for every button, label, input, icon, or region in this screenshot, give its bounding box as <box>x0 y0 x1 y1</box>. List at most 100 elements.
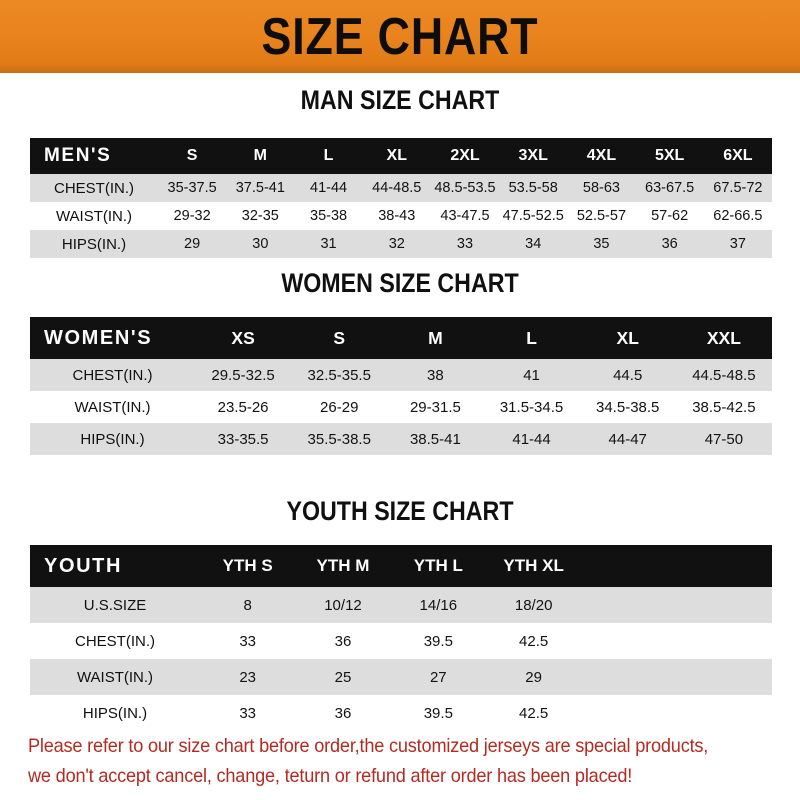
size-column-header-2: YTH M <box>316 556 370 575</box>
table-row: CHEST(IN.) 35-37.5 37.5-41 41-44 44-48.5 48.5… <box>30 174 772 202</box>
size-column-header-4: YTH XL <box>503 556 564 575</box>
size-column-header-6 <box>677 545 772 587</box>
size-column-header-5: XL <box>616 327 639 348</box>
measurement-cell: 34.5-38.5 <box>596 398 660 416</box>
measurement-cell <box>581 623 676 659</box>
measurement-cell: 32.5-35.5 <box>307 366 371 384</box>
measurement-cell: 29 <box>525 668 542 686</box>
measurement-cell: 41 <box>523 366 540 384</box>
size-column-header-5 <box>581 545 676 587</box>
measurement-cell: 44.5 <box>613 366 643 384</box>
measurement-row-label: CHEST(IN.) <box>72 366 153 384</box>
measurement-cell: 14/16 <box>419 596 458 614</box>
measurement-cell: 38.5-41 <box>409 430 461 448</box>
measurement-cell: 33 <box>239 704 256 722</box>
measurement-cell: 23.5-26 <box>217 398 269 416</box>
measurement-row-label: WAIST(IN.) <box>76 668 154 686</box>
measurement-cell: 36 <box>661 236 678 252</box>
measurement-cell: 62-66.5 <box>713 208 763 224</box>
measurement-cell: 47-50 <box>704 430 744 448</box>
measurement-cell: 41-44 <box>310 180 348 196</box>
size-column-header-5: 2XL <box>450 147 480 164</box>
measurement-cell: 33-35.5 <box>217 430 269 448</box>
men-size-table: MEN'S S M L XL 2XL 3XL 4XL 5XL 6XL CHEST(IN.) 35-37… <box>30 138 772 258</box>
measurement-cell: 32-35 <box>241 208 279 224</box>
measurement-cell: 32 <box>388 236 405 252</box>
order-notice-line-2: we don't accept cancel, change, teturn o… <box>28 765 633 787</box>
table-corner-label-mens: MEN'S <box>44 145 112 166</box>
measurement-cell <box>581 695 676 731</box>
measurement-cell: 25 <box>334 668 352 686</box>
section-heading-men: MAN SIZE CHART <box>300 85 500 115</box>
youth-size-table: YOUTH YTH S YTH M YTH L YTH XL U.S.SIZE 8 10/12… <box>30 545 772 731</box>
measurement-cell: 44.5-48.5 <box>692 366 756 384</box>
measurement-cell: 33 <box>239 632 256 650</box>
measurement-cell: 29-31.5 <box>409 398 461 416</box>
women-size-table: WOMEN'S XS S M L XL XXL CHEST(IN.) 29.5-32.5 32.5… <box>30 317 772 455</box>
measurement-cell: 35-37.5 <box>167 180 217 196</box>
size-column-header-2: M <box>253 147 267 164</box>
measurement-cell <box>677 659 772 695</box>
order-notice-line-1: Please refer to our size chart before or… <box>28 735 709 757</box>
table-header-row: MEN'S S M L XL 2XL 3XL 4XL 5XL 6XL <box>30 138 772 174</box>
size-column-header-2: S <box>333 327 346 348</box>
table-header-row: YOUTH YTH S YTH M YTH L YTH XL <box>30 545 772 587</box>
size-column-header-3: YTH L <box>413 556 463 575</box>
section-heading-youth: YOUTH SIZE CHART <box>286 496 514 526</box>
measurement-cell: 39.5 <box>423 632 453 650</box>
table-row: WAIST(IN.) 23 25 27 29 <box>30 659 772 695</box>
measurement-cell: 29 <box>184 236 201 252</box>
measurement-cell: 38-43 <box>378 208 416 224</box>
size-column-header-6: XXL <box>706 327 741 348</box>
measurement-cell: 35.5-38.5 <box>307 430 371 448</box>
measurement-cell: 67.5-72 <box>713 180 763 196</box>
table-corner-label-youth: YOUTH <box>44 554 122 577</box>
size-column-header-1: YTH S <box>222 556 273 575</box>
measurement-cell: 8 <box>243 596 252 614</box>
measurement-cell: 30 <box>252 236 269 252</box>
measurement-row-label: CHEST(IN.) <box>75 632 155 650</box>
measurement-cell: 34 <box>525 236 542 252</box>
measurement-cell: 39.5 <box>423 704 453 722</box>
size-column-header-1: S <box>186 147 198 164</box>
measurement-cell: 35 <box>593 236 610 252</box>
order-notice: Please refer to our size chart before or… <box>28 731 726 791</box>
measurement-cell: 26-29 <box>320 398 359 416</box>
measurement-cell: 42.5 <box>519 632 549 650</box>
measurement-cell: 44-48.5 <box>372 180 422 196</box>
measurement-cell: 53.5-58 <box>508 180 558 196</box>
measurement-cell: 35-38 <box>310 208 348 224</box>
measurement-cell <box>677 623 772 659</box>
measurement-row-label: CHEST(IN.) <box>54 179 134 197</box>
table-row: HIPS(IN.) 33-35.5 35.5-38.5 38.5-41 41-44 44-… <box>30 423 772 455</box>
measurement-cell: 36 <box>334 704 352 722</box>
size-column-header-1: XS <box>231 327 255 348</box>
size-column-header-3: L <box>323 147 334 164</box>
measurement-row-label: WAIST(IN.) <box>55 207 133 225</box>
measurement-cell: 29-32 <box>173 208 211 224</box>
table-row: HIPS(IN.) 33 36 39.5 42.5 <box>30 695 772 731</box>
measurement-cell: 23 <box>239 668 256 686</box>
measurement-row-label: HIPS(IN.) <box>82 704 148 722</box>
measurement-cell: 43-47.5 <box>440 208 490 224</box>
size-column-header-7: 4XL <box>586 147 617 164</box>
measurement-cell: 57-62 <box>651 208 689 224</box>
measurement-cell: 37 <box>729 236 746 252</box>
measurement-row-label: WAIST(IN.) <box>74 398 151 416</box>
table-row: CHEST(IN.) 29.5-32.5 32.5-35.5 38 41 44.5 44.5… <box>30 359 772 391</box>
size-column-header-6: 3XL <box>518 147 548 164</box>
size-column-header-9: 6XL <box>723 147 753 164</box>
measurement-cell: 52.5-57 <box>576 208 627 224</box>
measurement-cell: 48.5-53.5 <box>434 180 496 196</box>
measurement-cell <box>677 587 772 623</box>
measurement-cell: 47.5-52.5 <box>502 208 564 224</box>
page-banner: SIZE CHART <box>0 0 800 73</box>
table-row: WAIST(IN.) 29-32 32-35 35-38 38-43 43-47.5 47.… <box>30 202 772 230</box>
size-column-header-3: M <box>428 327 443 348</box>
table-row: WAIST(IN.) 23.5-26 26-29 29-31.5 31.5-34.5 34… <box>30 391 772 423</box>
measurement-cell: 10/12 <box>324 596 362 614</box>
measurement-cell: 36 <box>334 632 352 650</box>
measurement-cell: 58-63 <box>582 180 620 196</box>
measurement-cell: 41-44 <box>512 430 551 448</box>
